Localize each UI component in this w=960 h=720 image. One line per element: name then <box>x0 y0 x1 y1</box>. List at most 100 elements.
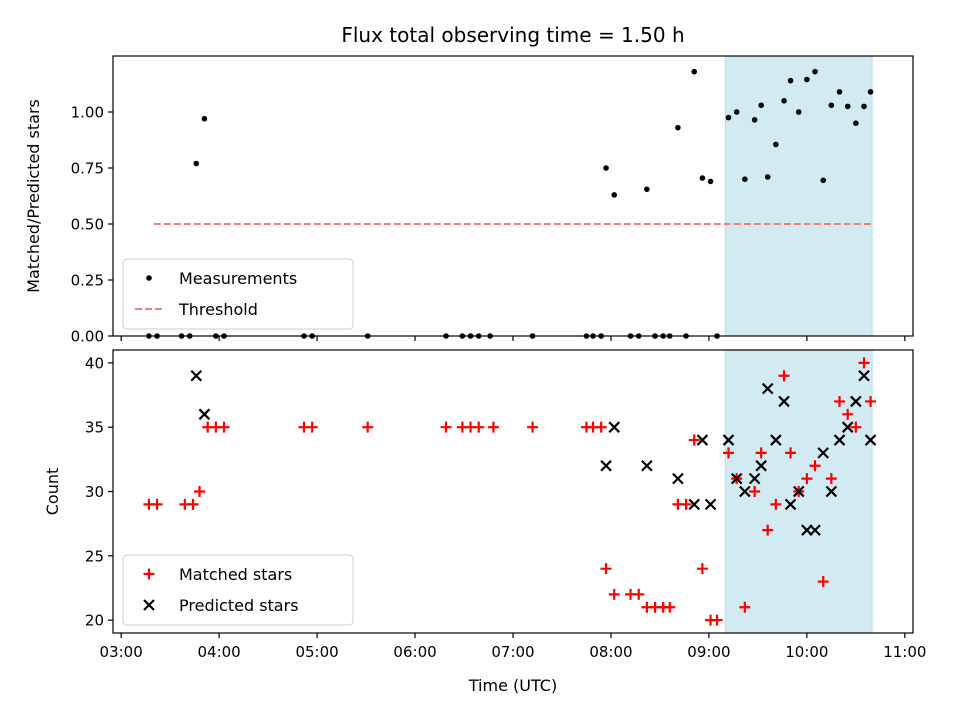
top-legend: Measurements Threshold <box>122 258 354 330</box>
bottom-y-axis-label: Count <box>43 468 62 516</box>
matched-star-point <box>785 447 797 459</box>
predicted-star-point <box>825 485 838 498</box>
predicted-star-point <box>748 472 761 485</box>
matched-star-point <box>595 421 607 433</box>
measurement-point <box>675 124 681 131</box>
measurement-point <box>644 186 650 193</box>
measurement-point <box>781 98 787 104</box>
predicted-star-point <box>841 421 854 433</box>
matched-star-point <box>842 408 854 420</box>
legend-marker-swatch <box>143 568 155 580</box>
predicted-star-point <box>770 434 782 446</box>
matched-star-point <box>680 498 692 510</box>
matched-star-point <box>801 473 813 485</box>
legend-entry-label: Measurements <box>179 269 297 288</box>
predicted-star-point <box>600 459 612 472</box>
matched-star-point <box>762 524 774 536</box>
x-tick-label: 08:00 <box>589 643 632 661</box>
measurement-point <box>812 68 818 75</box>
matched-star-point <box>834 395 846 407</box>
predicted-star-point <box>755 459 767 472</box>
measurement-point <box>804 76 810 83</box>
predicted-star-point <box>672 472 684 485</box>
x-tick-label: 06:00 <box>393 643 436 661</box>
predicted-star-point <box>696 434 709 446</box>
top-panel: 0.00 0.25 0.50 0.75 1.00 Matched/Predicted s… <box>24 55 914 346</box>
predicted-star-point <box>608 421 621 433</box>
x-tick-label: 04:00 <box>198 643 241 661</box>
measurement-point <box>844 103 851 110</box>
matched-star-point <box>778 370 790 382</box>
predicted-star-point <box>190 369 203 382</box>
predicted-star-point <box>858 369 870 382</box>
matched-star-point <box>187 498 199 510</box>
matched-star-point <box>600 563 612 575</box>
y-tick-label: 0.00 <box>71 328 104 346</box>
bottom-x-ticks: 03:00 04:00 05:00 06:00 07:00 08:00 09:00 10:00… <box>100 633 926 661</box>
y-tick-label: 1.00 <box>71 104 104 122</box>
matched-star-point <box>194 486 206 497</box>
matched-star-point <box>696 563 708 575</box>
matched-star-point <box>723 447 735 459</box>
measurement-point <box>725 114 732 121</box>
matched-star-point <box>755 447 767 459</box>
bottom-axes-frame <box>112 349 914 634</box>
predicted-star-point <box>198 408 211 421</box>
legend-marker-swatch <box>143 599 155 611</box>
legend-entry-label: Predicted stars <box>179 596 299 615</box>
matched-star-point <box>711 614 723 626</box>
measurement-point <box>828 102 835 109</box>
top-highlight-span <box>724 55 873 337</box>
legend-entry-label: Matched stars <box>179 565 292 584</box>
x-tick-label: 09:00 <box>687 643 730 661</box>
y-tick-label: 25 <box>85 547 104 565</box>
x-tick-label: 11:00 <box>883 643 926 661</box>
y-tick-label: 0.50 <box>71 216 104 234</box>
y-tick-label: 0.75 <box>71 160 104 178</box>
measurement-point <box>867 89 874 95</box>
top-y-ticks: 0.00 0.25 0.50 0.75 1.00 <box>71 104 113 346</box>
matched-star-point <box>664 601 676 613</box>
predicted-star-point <box>784 498 797 511</box>
bottom-panel: 20 25 30 35 40 03:00 04:00 05:00 06:00 07:00 08:0… <box>43 349 926 695</box>
x-tick-label: 07:00 <box>491 643 534 661</box>
predicted-star-point <box>833 434 846 446</box>
highlight-span-rect <box>724 55 873 337</box>
matched-star-point <box>817 576 829 588</box>
chart-title: Flux total observing time = 1.50 h <box>341 23 684 47</box>
x-axis-label: Time (UTC) <box>468 676 557 695</box>
y-tick-label: 40 <box>85 354 104 372</box>
predicted-star-point <box>809 524 821 536</box>
measurement-point <box>193 160 200 167</box>
legend-marker-swatch <box>146 275 152 281</box>
predicted-star-point <box>792 485 805 498</box>
matched-star-point <box>739 601 751 613</box>
top-x-ticks <box>120 336 906 341</box>
matched-star-point <box>473 421 485 433</box>
matched-star-point <box>440 421 452 433</box>
matched-star-point <box>633 588 645 600</box>
predicted-star-point <box>641 459 653 472</box>
predicted-star-point <box>817 447 829 459</box>
matched-star-point <box>608 588 620 600</box>
matched-star-point <box>770 498 782 510</box>
measurement-point <box>795 109 802 115</box>
x-tick-label: 10:00 <box>785 643 828 661</box>
bottom-count-points <box>143 357 877 626</box>
top-axes-frame <box>112 55 914 337</box>
measurement-point <box>820 177 827 184</box>
matched-star-point <box>825 473 837 485</box>
predicted-star-point <box>730 472 743 485</box>
bottom-y-ticks: 20 25 30 35 40 <box>85 354 113 630</box>
y-tick-label: 35 <box>85 419 104 437</box>
matched-star-point <box>850 421 862 433</box>
legend-entry-label: Threshold <box>178 300 258 319</box>
measurement-point <box>787 77 794 84</box>
matched-star-point <box>218 421 230 433</box>
measurement-point <box>603 165 609 171</box>
predicted-star-point <box>850 395 862 408</box>
measurement-point <box>691 68 698 75</box>
legend-box <box>122 554 354 626</box>
matched-star-point <box>362 421 374 433</box>
matched-star-point <box>749 486 761 497</box>
